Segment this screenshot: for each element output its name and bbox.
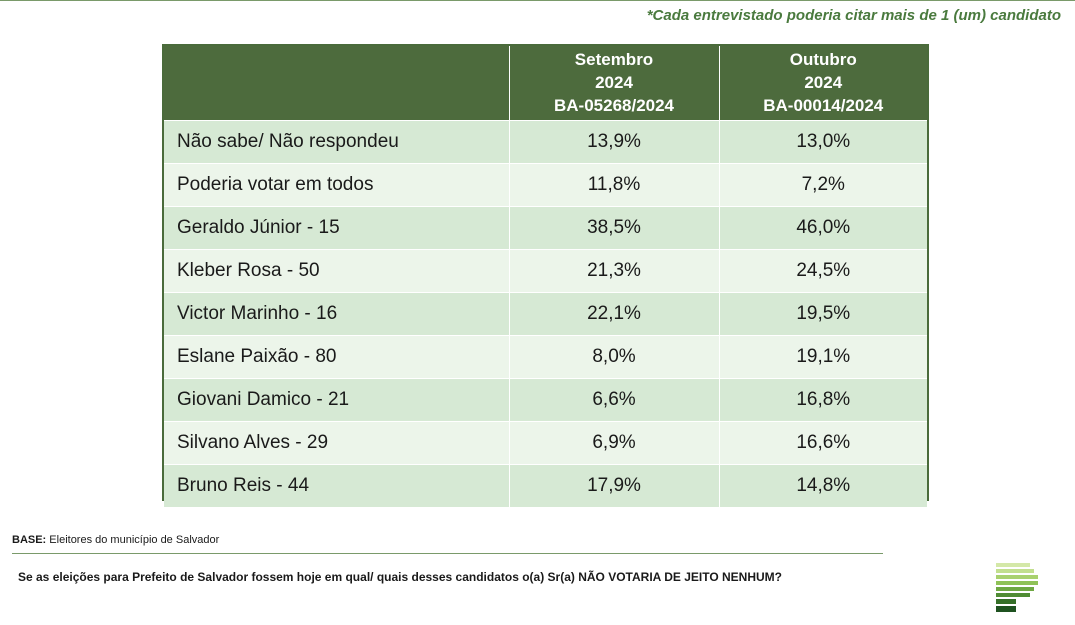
row-label: Silvano Alves - 29 (164, 421, 509, 465)
row-label: Kleber Rosa - 50 (164, 249, 509, 293)
value-setembro: 22,1% (508, 292, 719, 336)
table-header-row: Setembro 2024 BA-05268/2024 Outubro 2024… (164, 46, 927, 121)
base-label: BASE: (12, 534, 47, 546)
row-label: Geraldo Júnior - 15 (164, 206, 509, 250)
header-setembro-month: Setembro (574, 50, 654, 69)
value-setembro: 6,6% (508, 378, 719, 422)
logo-bar (996, 575, 1038, 579)
row-label: Victor Marinho - 16 (164, 292, 509, 336)
value-setembro: 17,9% (508, 464, 719, 507)
stacked-bars-logo-icon (996, 563, 1038, 612)
logo-bar (996, 593, 1030, 597)
value-outubro: 7,2% (718, 163, 927, 207)
header-candidate (164, 46, 509, 121)
value-outubro: 19,1% (718, 335, 927, 379)
row-label: Eslane Paixão - 80 (164, 335, 509, 379)
value-setembro: 8,0% (508, 335, 719, 379)
value-outubro: 46,0% (718, 206, 927, 250)
bottom-divider (12, 553, 883, 554)
table-row: Victor Marinho - 16 22,1% 19,5% (164, 292, 927, 336)
results-table-container: Setembro 2024 BA-05268/2024 Outubro 2024… (162, 44, 929, 507)
row-label: Poderia votar em todos (164, 163, 509, 207)
table-row: Não sabe/ Não respondeu 13,9% 13,0% (164, 120, 927, 164)
logo-bar (996, 599, 1016, 604)
value-outubro: 16,6% (718, 421, 927, 465)
table-row: Silvano Alves - 29 6,9% 16,6% (164, 421, 927, 465)
table-row: Geraldo Júnior - 15 38,5% 46,0% (164, 206, 927, 250)
value-outubro: 24,5% (718, 249, 927, 293)
table-row: Bruno Reis - 44 17,9% 14,8% (164, 464, 927, 507)
survey-question: Se as eleições para Prefeito de Salvador… (18, 570, 782, 584)
footnote-multiple-choice: *Cada entrevistado poderia citar mais de… (646, 7, 1061, 24)
value-outubro: 19,5% (718, 292, 927, 336)
logo-bar (996, 569, 1034, 573)
logo-bar (996, 563, 1030, 567)
header-outubro-month: Outubro (789, 50, 857, 69)
header-outubro-registration: BA-00014/2024 (763, 96, 884, 115)
row-label: Não sabe/ Não respondeu (164, 120, 509, 164)
base-note: BASE: Eleitores do município de Salvador (12, 534, 219, 546)
value-outubro: 13,0% (718, 120, 927, 164)
value-setembro: 13,9% (508, 120, 719, 164)
table-row: Eslane Paixão - 80 8,0% 19,1% (164, 335, 927, 379)
row-label: Bruno Reis - 44 (164, 464, 509, 507)
header-outubro-year: 2024 (804, 73, 843, 92)
header-setembro: Setembro 2024 BA-05268/2024 (508, 46, 719, 121)
table-row: Giovani Damico - 21 6,6% 16,8% (164, 378, 927, 422)
base-text: Eleitores do município de Salvador (46, 534, 220, 546)
logo-bar (996, 587, 1034, 591)
value-setembro: 38,5% (508, 206, 719, 250)
value-outubro: 16,8% (718, 378, 927, 422)
top-divider (0, 0, 1075, 1)
value-setembro: 6,9% (508, 421, 719, 465)
value-outubro: 14,8% (718, 464, 927, 507)
table-row: Poderia votar em todos 11,8% 7,2% (164, 163, 927, 207)
header-setembro-registration: BA-05268/2024 (553, 96, 675, 115)
header-setembro-year: 2024 (595, 73, 633, 92)
value-setembro: 21,3% (508, 249, 719, 293)
logo-bar (996, 581, 1038, 585)
results-table: Setembro 2024 BA-05268/2024 Outubro 2024… (164, 46, 927, 507)
value-setembro: 11,8% (508, 163, 719, 207)
header-outubro: Outubro 2024 BA-00014/2024 (718, 46, 927, 121)
table-row: Kleber Rosa - 50 21,3% 24,5% (164, 249, 927, 293)
row-label: Giovani Damico - 21 (164, 378, 509, 422)
logo-bar (996, 606, 1016, 612)
